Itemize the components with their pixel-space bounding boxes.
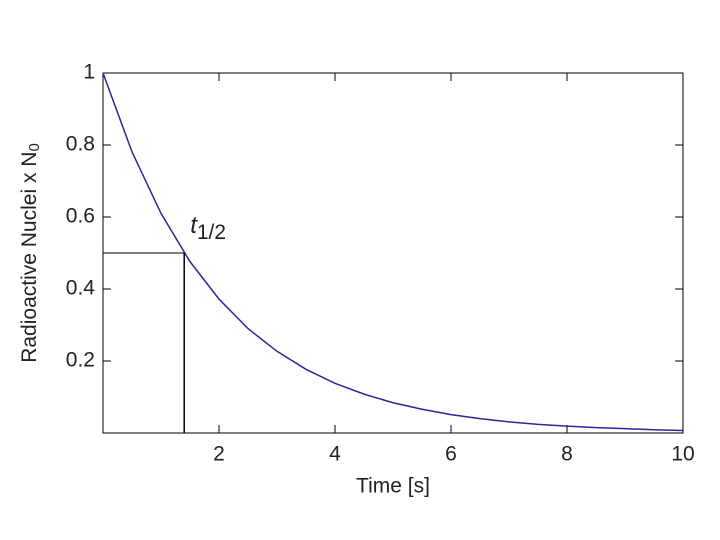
x-tick-label: 2: [213, 443, 225, 466]
y-tick-label: 0.8: [66, 133, 95, 156]
x-tick-label: 8: [561, 443, 573, 466]
x-axis-label: Time [s]: [356, 475, 430, 498]
y-tick-label: 0.4: [66, 277, 96, 300]
x-tick-label: 10: [671, 443, 694, 466]
x-tick-label: 6: [445, 443, 457, 466]
y-axis-label-sub: 0: [26, 143, 43, 151]
y-axis-label: Radioactive Nuclei x N0: [18, 143, 43, 363]
half-life-label-sub: 1/2: [197, 221, 226, 244]
y-tick-label: 0.6: [66, 205, 95, 228]
x-tick-label: 4: [329, 443, 341, 466]
decay-curve: [102, 72, 684, 432]
half-life-label: t1/2: [190, 212, 226, 243]
y-tick-label: 1: [83, 61, 95, 84]
plot-frame: [102, 72, 684, 434]
y-axis-label-main: Radioactive Nuclei x N: [18, 152, 41, 363]
y-tick-label: 0.2: [66, 349, 95, 372]
half-life-label-main: t: [190, 212, 198, 239]
